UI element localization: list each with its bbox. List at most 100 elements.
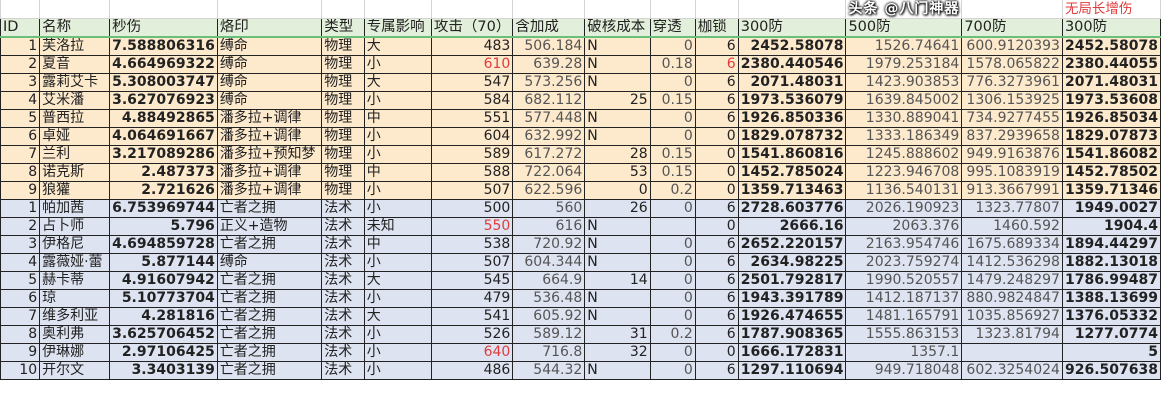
cell-dps[interactable]: 5.10773704: [109, 289, 218, 308]
cell-core-break-cost[interactable]: 31: [584, 325, 651, 344]
cell-type[interactable]: 法术: [321, 325, 365, 344]
cell-name[interactable]: 维多利亚: [39, 307, 111, 326]
cell-with-bonus[interactable]: 622.596: [512, 181, 586, 200]
cell-blank[interactable]: [430, 0, 514, 19]
cell-with-bonus[interactable]: 639.28: [512, 55, 586, 74]
cell-attack-70[interactable]: 507: [430, 181, 514, 200]
cell-id[interactable]: 2: [0, 217, 41, 236]
cell-id[interactable]: 8: [0, 163, 41, 182]
cell-attack-70[interactable]: 500: [430, 199, 514, 218]
cell-penetration[interactable]: 0: [649, 361, 696, 380]
cell-penetration[interactable]: 0.2: [649, 325, 696, 344]
cell-type[interactable]: 法术: [321, 307, 365, 326]
cell-def500[interactable]: 1979.253184: [845, 55, 963, 74]
cell-def500[interactable]: 1481.165791: [845, 307, 963, 326]
cell-exclusive-effect[interactable]: 大: [363, 271, 432, 290]
cell-imprint[interactable]: 潘多拉+预知梦: [216, 145, 323, 164]
cell-core-break-cost[interactable]: 28: [584, 145, 651, 164]
cell-def300-no-bonus[interactable]: 1894.44297: [1061, 235, 1161, 254]
cell-def700[interactable]: 880.9824847: [961, 289, 1063, 308]
cell-shackle[interactable]: 6: [694, 73, 739, 92]
cell-core-break-cost[interactable]: 26: [584, 199, 651, 218]
cell-type[interactable]: 物理: [321, 91, 365, 110]
cell-def300-no-bonus[interactable]: 1926.85034: [1061, 109, 1161, 128]
cell-def500[interactable]: 1245.888602: [845, 145, 963, 164]
column-header-attack-70[interactable]: 攻击（70）: [430, 18, 514, 38]
cell-def300-no-bonus[interactable]: 1829.07873: [1061, 127, 1161, 146]
cell-def300-no-bonus[interactable]: 5: [1061, 343, 1161, 362]
column-header-name[interactable]: 名称: [39, 18, 111, 38]
cell-core-break-cost[interactable]: N: [584, 253, 651, 272]
cell-def700[interactable]: 776.3273961: [961, 73, 1063, 92]
cell-name[interactable]: 占卜师: [39, 217, 111, 236]
cell-shackle[interactable]: 6: [694, 91, 739, 110]
cell-core-break-cost[interactable]: 32: [584, 343, 651, 362]
cell-type[interactable]: 法术: [321, 253, 365, 272]
cell-id[interactable]: 2: [0, 55, 41, 74]
column-header-def300[interactable]: 300防: [737, 18, 847, 38]
cell-shackle[interactable]: 6: [694, 235, 739, 254]
cell-attack-70[interactable]: 604: [430, 127, 514, 146]
cell-exclusive-effect[interactable]: 小: [363, 55, 432, 74]
cell-dps[interactable]: 3.217089286: [109, 145, 218, 164]
cell-def500[interactable]: 1412.187137: [845, 289, 963, 308]
cell-attack-70[interactable]: 588: [430, 163, 514, 182]
cell-def500[interactable]: 2163.954746: [845, 235, 963, 254]
cell-shackle[interactable]: 0: [694, 163, 739, 182]
cell-def500[interactable]: 2026.190923: [845, 199, 963, 218]
cell-def300[interactable]: 1926.850336: [737, 109, 847, 128]
cell-def300[interactable]: 2501.792817: [737, 271, 847, 290]
cell-attack-70[interactable]: 526: [430, 325, 514, 344]
cell-type[interactable]: 法术: [321, 271, 365, 290]
cell-type[interactable]: 法术: [321, 199, 365, 218]
cell-shackle[interactable]: 0: [694, 181, 739, 200]
cell-imprint[interactable]: 亡者之拥: [216, 307, 323, 326]
column-header-with-bonus[interactable]: 含加成: [512, 18, 586, 38]
cell-name[interactable]: 狼獾: [39, 181, 111, 200]
column-header-exclusive-effect[interactable]: 专属影响: [363, 18, 432, 38]
column-header-def300-no-bonus[interactable]: 300防: [1061, 18, 1161, 38]
cell-def300-no-bonus[interactable]: 1388.13699: [1061, 289, 1161, 308]
cell-blank[interactable]: [649, 0, 696, 19]
cell-penetration[interactable]: 0: [649, 127, 696, 146]
cell-id[interactable]: 3: [0, 235, 41, 254]
cell-penetration[interactable]: 0: [649, 199, 696, 218]
cell-def700[interactable]: 1412.536298: [961, 253, 1063, 272]
cell-dps[interactable]: 6.753969744: [109, 199, 218, 218]
cell-def300[interactable]: 1297.110694: [737, 361, 847, 380]
cell-with-bonus[interactable]: 617.272: [512, 145, 586, 164]
cell-core-break-cost[interactable]: N: [584, 289, 651, 308]
cell-def700[interactable]: 1675.689334: [961, 235, 1063, 254]
cell-dps[interactable]: 4.88492865: [109, 109, 218, 128]
cell-name[interactable]: 伊格尼: [39, 235, 111, 254]
cell-type[interactable]: 物理: [321, 36, 365, 56]
cell-core-break-cost[interactable]: 0: [584, 181, 651, 200]
cell-attack-70[interactable]: 541: [430, 307, 514, 326]
cell-core-break-cost[interactable]: N: [584, 73, 651, 92]
cell-shackle[interactable]: 6: [694, 361, 739, 380]
cell-def700[interactable]: 1578.065822: [961, 55, 1063, 74]
column-header-shackle[interactable]: 枷锁: [694, 18, 739, 38]
cell-exclusive-effect[interactable]: 大: [363, 307, 432, 326]
cell-imprint[interactable]: 潘多拉+调律: [216, 181, 323, 200]
column-header-dps[interactable]: 秒伤: [109, 18, 218, 38]
cell-def300[interactable]: 1666.172831: [737, 343, 847, 362]
cell-penetration[interactable]: 0.18: [649, 55, 696, 74]
cell-shackle[interactable]: 6: [694, 253, 739, 272]
cell-def300-no-bonus[interactable]: 1949.0027: [1061, 199, 1161, 218]
cell-blank[interactable]: [0, 0, 41, 19]
cell-with-bonus[interactable]: 573.256: [512, 73, 586, 92]
cell-def300-no-bonus[interactable]: 1786.99487: [1061, 271, 1161, 290]
cell-dps[interactable]: 3.625706452: [109, 325, 218, 344]
cell-penetration[interactable]: 0.15: [649, 91, 696, 110]
column-header-imprint[interactable]: 烙印: [216, 18, 323, 38]
cell-penetration[interactable]: 0: [649, 73, 696, 92]
cell-penetration[interactable]: 0: [649, 343, 696, 362]
cell-name[interactable]: 奥利弗: [39, 325, 111, 344]
cell-id[interactable]: 6: [0, 127, 41, 146]
cell-name[interactable]: 诺克斯: [39, 163, 111, 182]
cell-dps[interactable]: 3.627076923: [109, 91, 218, 110]
cell-shackle[interactable]: 6: [694, 109, 739, 128]
cell-attack-70[interactable]: 550: [430, 217, 514, 236]
cell-exclusive-effect[interactable]: 中: [363, 109, 432, 128]
